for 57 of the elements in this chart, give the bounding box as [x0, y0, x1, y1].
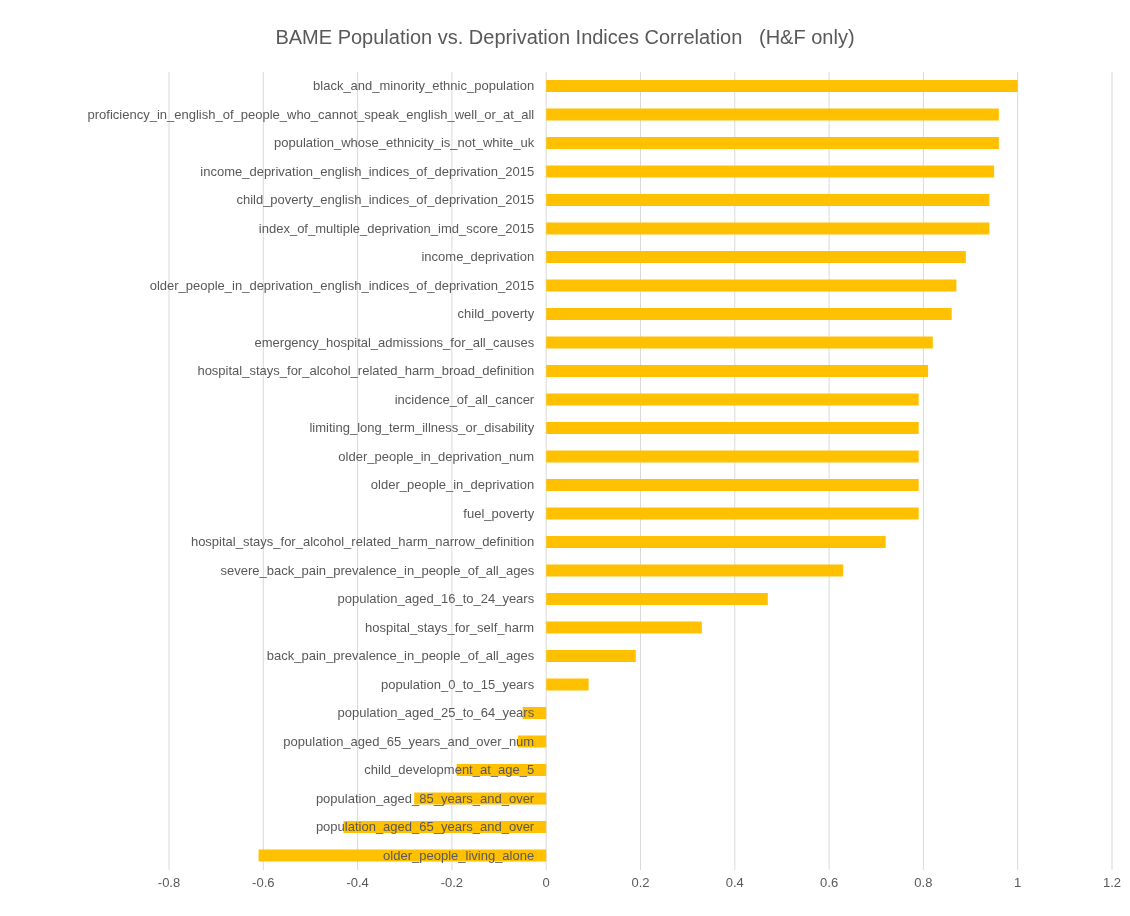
bar	[546, 336, 933, 349]
bar	[546, 564, 844, 577]
y-tick-label: hospital_stays_for_alcohol_related_harm_narrow_definition	[190, 534, 535, 550]
x-tick-label: -0.6	[252, 875, 275, 891]
y-tick-label: population_aged_16_to_24_years	[337, 591, 535, 607]
x-tick-label: -0.4	[346, 875, 369, 891]
y-tick-label: income_deprivation_english_indices_of_deprivation_2015	[200, 163, 535, 179]
y-tick-label: index_of_multiple_deprivation_imd_score_2015	[258, 220, 535, 236]
bar	[546, 393, 919, 406]
x-tick-label: 1.2	[1102, 875, 1122, 891]
bar	[546, 279, 957, 292]
bar	[546, 593, 768, 605]
y-tick-label: population_whose_ethnicity_is_not_white_uk	[274, 135, 535, 151]
chart-title: BAME Population vs. Deprivation Indices Correlation (H&F only)	[274, 26, 856, 49]
y-tick-label: hospital_stays_for_alcohol_related_harm_broad_definition	[197, 363, 535, 379]
x-tick-label: 0.4	[725, 875, 744, 891]
y-tick-label: older_people_in_deprivation	[370, 477, 535, 493]
x-tick-label: -0.8	[157, 875, 181, 891]
bar	[546, 621, 702, 634]
y-tick-label: income_deprivation	[421, 249, 535, 265]
bar	[546, 137, 999, 149]
bar	[546, 80, 1018, 92]
y-tick-label: black_and_minority_ethnic_population	[313, 78, 535, 94]
y-tick-label: hospital_stays_for_self_harm	[365, 619, 535, 635]
bar	[546, 479, 919, 491]
bar	[546, 165, 995, 178]
y-tick-label: older_people_living_alone	[383, 847, 535, 863]
y-tick-label: child_poverty_english_indices_of_deprivation_2015	[236, 192, 535, 208]
bar	[546, 308, 952, 320]
x-tick-label: 0.6	[820, 875, 839, 891]
y-tick-label: fuel_poverty	[463, 505, 535, 521]
bar	[546, 194, 990, 206]
x-tick-label: 1	[1014, 875, 1022, 891]
y-tick-label: older_people_in_deprivation_english_indices_of_deprivation_2015	[149, 277, 535, 293]
x-tick-label: 0	[542, 875, 550, 891]
y-tick-label: proficiency_in_english_of_people_who_cannot_speak_english_well_or_at_all	[87, 106, 535, 122]
y-tick-label: back_pain_prevalence_in_people_of_all_ages	[266, 648, 535, 664]
bar	[546, 507, 919, 520]
bar	[546, 108, 999, 121]
y-tick-label: child_poverty	[457, 306, 535, 322]
bar	[546, 365, 929, 377]
y-tick-label: emergency_hospital_admissions_for_all_causes	[254, 334, 535, 350]
y-tick-label: population_0_to_15_years	[380, 676, 535, 692]
bar	[546, 450, 919, 463]
y-tick-label: severe_back_pain_prevalence_in_people_of_all_ages	[220, 562, 535, 578]
bar	[546, 650, 636, 662]
y-tick-label: older_people_in_deprivation_num	[338, 448, 535, 464]
x-tick-label: 0.8	[914, 875, 933, 891]
x-tick-label: -0.2	[440, 875, 464, 891]
bar	[546, 251, 966, 263]
x-tick-label: 0.2	[631, 875, 650, 891]
bar	[546, 222, 990, 235]
y-tick-label: incidence_of_all_cancer	[394, 391, 535, 407]
bar	[546, 536, 886, 548]
bar	[546, 422, 919, 434]
y-tick-label: limiting_long_term_illness_or_disability	[309, 420, 535, 436]
bar	[546, 678, 589, 691]
